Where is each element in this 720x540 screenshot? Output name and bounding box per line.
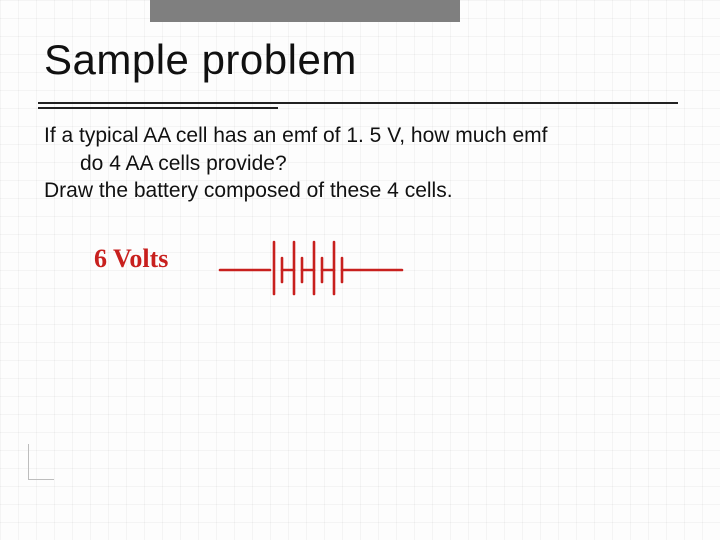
handwritten-layer: 6 Volts bbox=[0, 0, 720, 540]
answer-6-volts: 6 Volts bbox=[94, 244, 168, 274]
battery-schematic bbox=[216, 236, 406, 300]
